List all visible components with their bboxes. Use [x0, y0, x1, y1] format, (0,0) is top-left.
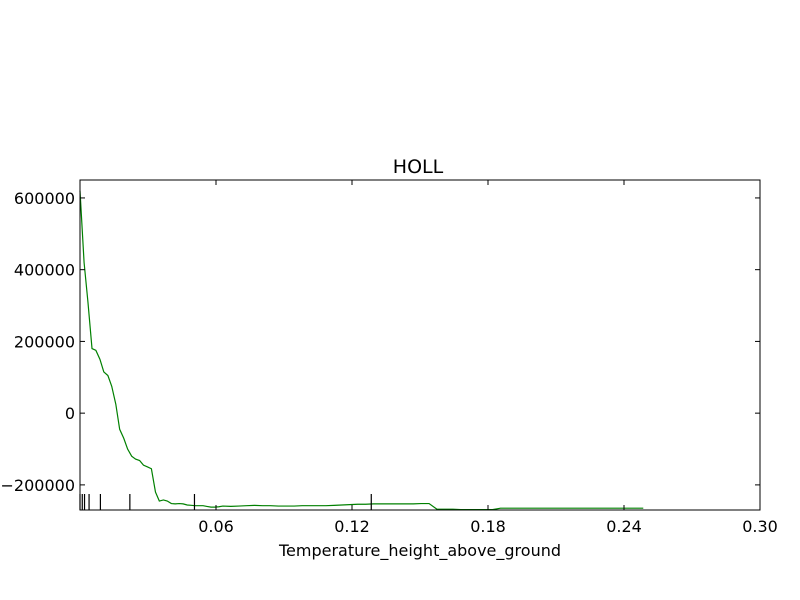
y-tick-label: −200000: [1, 476, 75, 495]
y-tick-label: 600000: [14, 189, 75, 208]
x-tick-label: 0.06: [198, 517, 234, 536]
x-tick-label: 0.12: [334, 517, 370, 536]
y-tick-label: 0: [65, 404, 75, 423]
chart-title: HOLL: [393, 156, 444, 178]
y-tick-label: 400000: [14, 261, 75, 280]
x-tick-label: 0.24: [606, 517, 642, 536]
x-tick-label: 0.18: [470, 517, 506, 536]
axes-frame: [79, 179, 761, 511]
x-tick-label: 0.30: [742, 517, 778, 536]
y-tick-label: 200000: [14, 332, 75, 351]
x-axis-label: Temperature_height_above_ground: [278, 541, 561, 561]
plot-area: 0.06 0.12 0.18 0.24 0.30 600000 400000 200000 0 −…: [1, 179, 778, 536]
series-line-0: [79, 190, 644, 511]
